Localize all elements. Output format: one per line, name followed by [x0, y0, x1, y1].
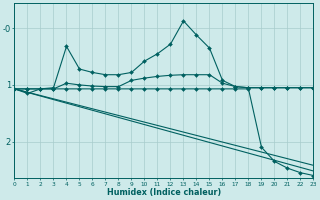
X-axis label: Humidex (Indice chaleur): Humidex (Indice chaleur)	[107, 188, 221, 197]
